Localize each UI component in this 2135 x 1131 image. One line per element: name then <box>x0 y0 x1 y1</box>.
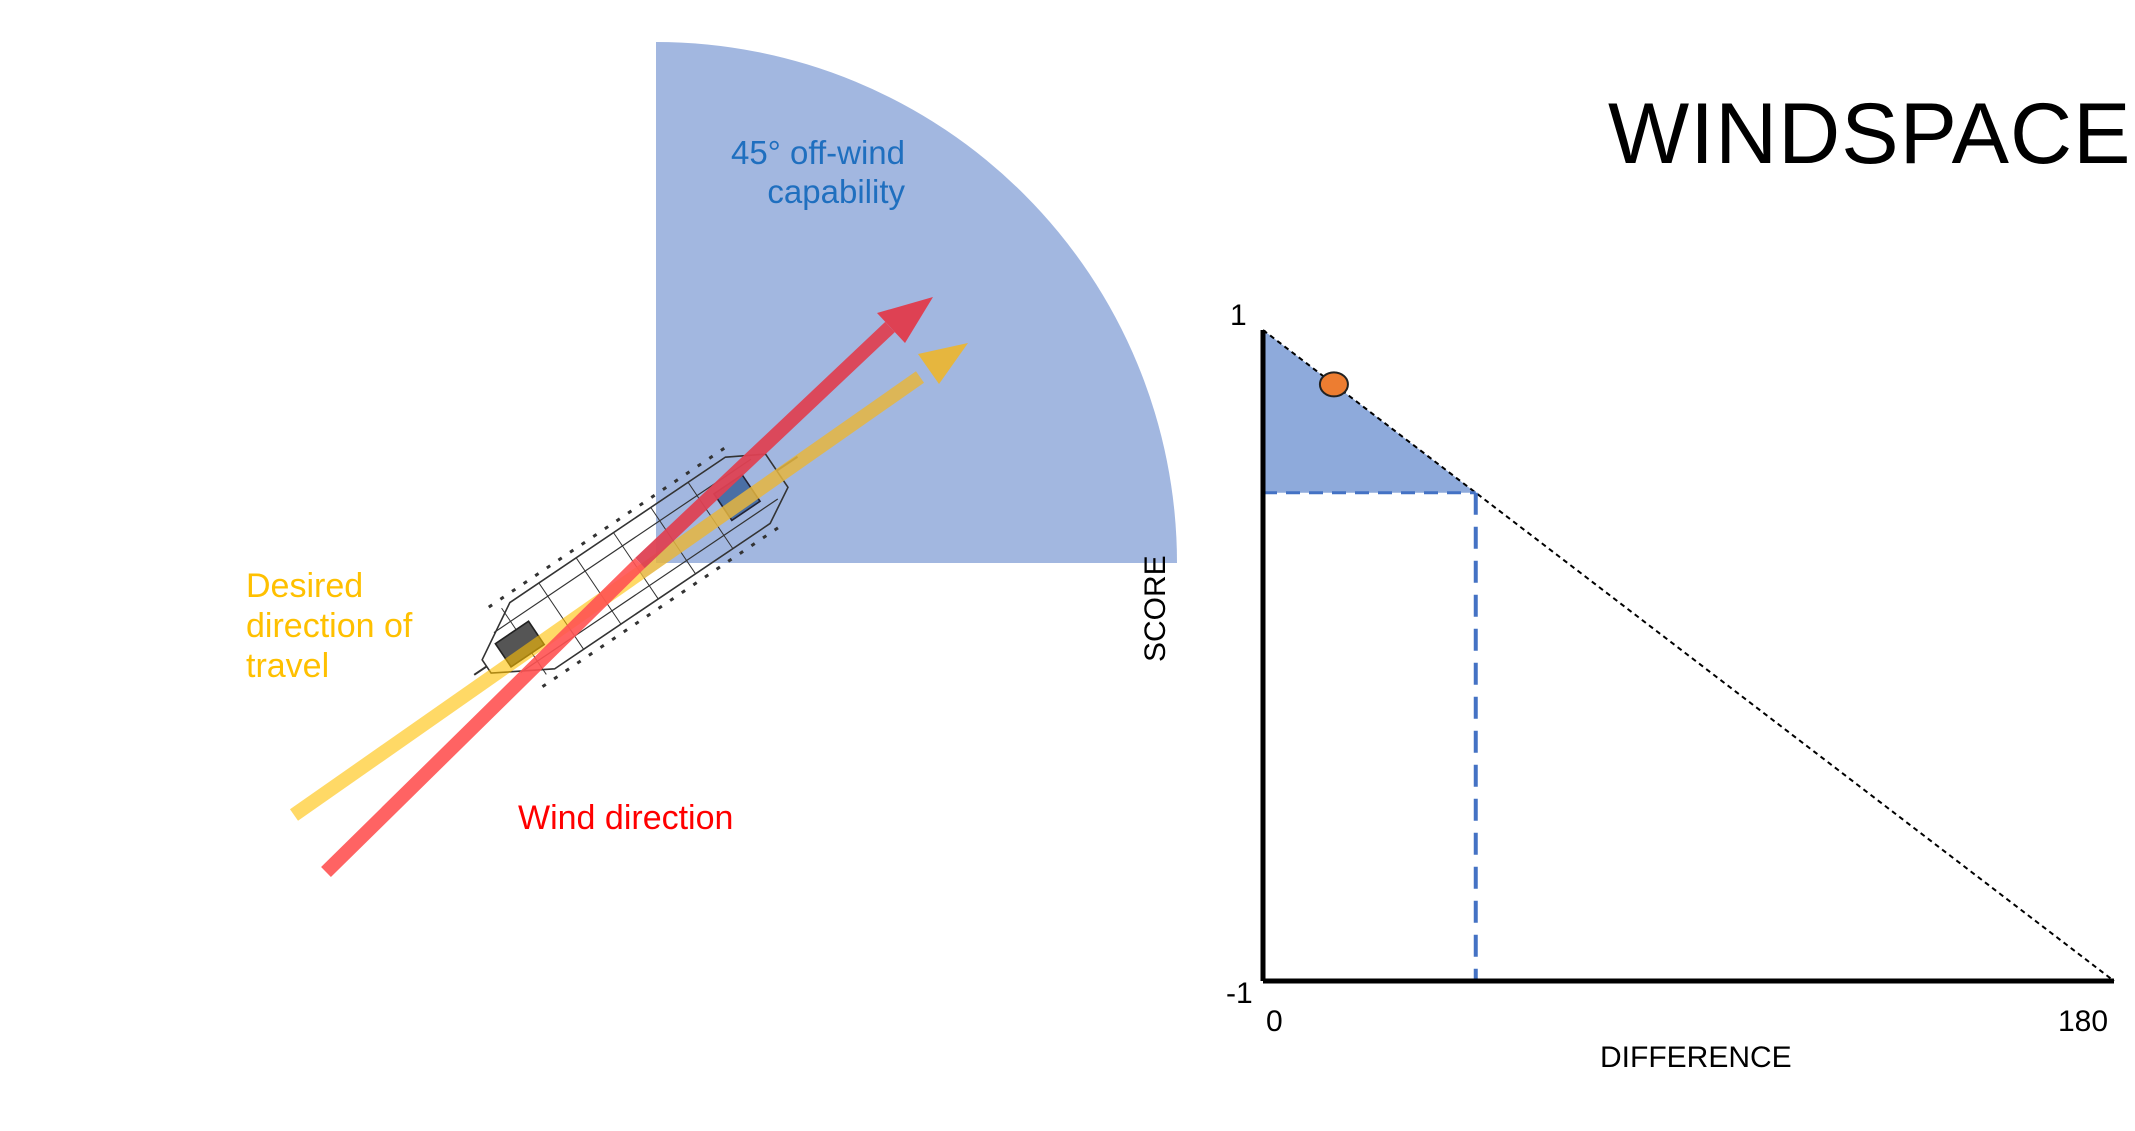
wind-direction-arrow-shaft <box>635 321 895 569</box>
capability-label: 45° off-wind capability <box>731 134 905 212</box>
desired-direction-arrow-shaft <box>635 371 925 579</box>
desired-direction-arrowhead <box>918 343 968 384</box>
y-tick-label-top: 1 <box>1230 299 1247 332</box>
current-score-point <box>1318 371 1349 398</box>
x-axis-label: DIFFERENCE <box>1600 1041 1792 1074</box>
desired-label-line-1: Desired <box>246 567 364 605</box>
score-graph <box>1260 329 2115 984</box>
y-axis-label: SCORE <box>1139 555 1172 662</box>
capability-label-line-1: 45° off-wind <box>730 134 905 171</box>
desired-label-line-3: travel <box>246 647 330 686</box>
y-tick-label-bottom: -1 <box>1226 977 1253 1010</box>
x-tick-label-start: 0 <box>1266 1005 1283 1038</box>
desired-direction-label: Desired direction of travel <box>246 566 412 686</box>
wind-direction-label: Wind direction <box>518 799 734 837</box>
capability-label-line-2: capability <box>767 172 905 210</box>
wind-direction-arrowhead <box>877 297 933 343</box>
desired-label-line-2: direction of <box>246 607 413 646</box>
page-title: WINDSPACE <box>1608 86 2132 182</box>
x-tick-label-end: 180 <box>2058 1005 2109 1038</box>
score-line <box>1262 329 2115 982</box>
wind-direction-arrow-tail <box>321 558 645 877</box>
